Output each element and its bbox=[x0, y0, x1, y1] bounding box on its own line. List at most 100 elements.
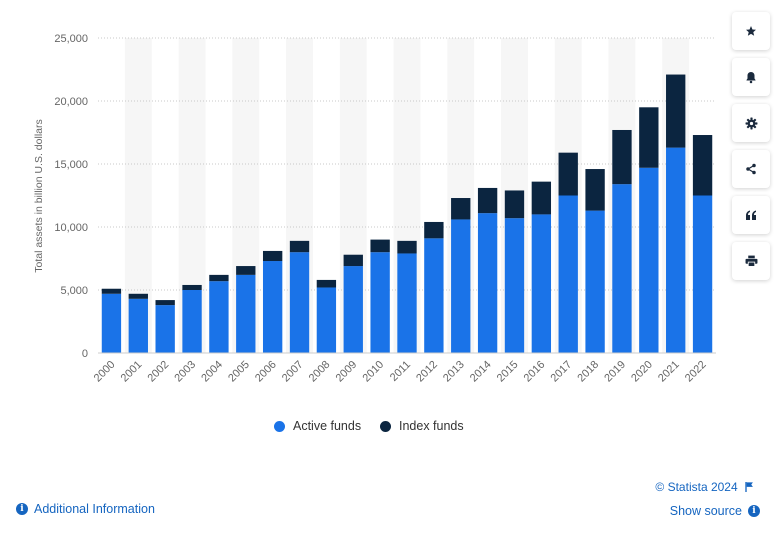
bar-index-funds-2002[interactable] bbox=[155, 300, 175, 306]
x-tick-label: 2021 bbox=[656, 359, 682, 385]
x-tick-label: 2006 bbox=[253, 359, 279, 385]
print-icon bbox=[745, 255, 757, 267]
additional-information-label: Additional Information bbox=[34, 502, 155, 516]
show-source-label: Show source bbox=[669, 504, 742, 518]
y-tick-label: 5,000 bbox=[60, 285, 88, 297]
bar-index-funds-2007[interactable] bbox=[289, 240, 310, 253]
y-tick-label: 10,000 bbox=[54, 222, 88, 234]
chart-toolbar bbox=[732, 12, 770, 288]
bar-active-funds-2001[interactable] bbox=[128, 298, 148, 353]
x-tick-label: 2012 bbox=[414, 359, 440, 385]
bar-index-funds-2018[interactable] bbox=[585, 169, 605, 211]
x-tick-label: 2018 bbox=[575, 359, 601, 385]
legend: Active funds Index funds bbox=[0, 419, 776, 437]
bar-active-funds-2011[interactable] bbox=[397, 253, 417, 353]
bar-active-funds-2014[interactable] bbox=[477, 213, 498, 353]
bar-index-funds-2013[interactable] bbox=[451, 198, 471, 220]
x-axis-tick-labels: 2000 2001 2002 2003 2004 2005 2006 2007 2008 2009… bbox=[92, 359, 709, 385]
x-tick-label: 2019 bbox=[602, 359, 628, 385]
bar-active-funds-2021[interactable] bbox=[666, 147, 686, 353]
bar-index-funds-2016[interactable] bbox=[531, 181, 552, 215]
notification-button[interactable] bbox=[732, 58, 770, 96]
bar-index-funds-2006[interactable] bbox=[262, 250, 283, 262]
bar-active-funds-2018[interactable] bbox=[585, 210, 605, 353]
bar-index-funds-2008[interactable] bbox=[316, 279, 337, 288]
bar-index-funds-2000[interactable] bbox=[101, 288, 122, 294]
additional-information-link[interactable]: i Additional Information bbox=[16, 502, 155, 516]
y-axis-title: Total assets in billion U.S. dollars bbox=[33, 119, 45, 273]
x-tick-label: 2005 bbox=[226, 359, 252, 385]
x-tick-label: 2013 bbox=[441, 359, 467, 385]
bar-index-funds-2022[interactable] bbox=[692, 135, 713, 196]
x-tick-label: 2000 bbox=[92, 359, 118, 385]
legend-item-index-funds[interactable]: Index funds bbox=[380, 419, 464, 433]
bar-active-funds-2003[interactable] bbox=[182, 290, 202, 353]
show-source-link[interactable]: Show source i bbox=[670, 504, 760, 518]
bar-index-funds-2011[interactable] bbox=[397, 240, 417, 254]
bar-active-funds-2006[interactable] bbox=[262, 261, 283, 353]
bar-index-funds-2003[interactable] bbox=[182, 284, 202, 290]
bar-active-funds-2016[interactable] bbox=[531, 214, 552, 353]
x-tick-label: 2020 bbox=[629, 359, 655, 385]
x-tick-label: 2014 bbox=[468, 359, 494, 385]
bar-active-funds-2015[interactable] bbox=[504, 218, 525, 353]
bar-active-funds-2008[interactable] bbox=[316, 287, 337, 353]
bar-index-funds-2010[interactable] bbox=[370, 239, 390, 253]
bars bbox=[101, 74, 713, 354]
bar-index-funds-2005[interactable] bbox=[236, 266, 256, 275]
cite-button[interactable] bbox=[732, 196, 770, 234]
bell-icon bbox=[746, 71, 756, 83]
bar-active-funds-2002[interactable] bbox=[155, 305, 175, 353]
bar-active-funds-2004[interactable] bbox=[209, 281, 229, 353]
bar-index-funds-2021[interactable] bbox=[666, 74, 686, 148]
bar-active-funds-2019[interactable] bbox=[612, 184, 632, 353]
x-tick-label: 2010 bbox=[360, 359, 386, 385]
x-tick-label: 2022 bbox=[683, 359, 709, 385]
quote-icon bbox=[746, 210, 756, 220]
bar-index-funds-2009[interactable] bbox=[343, 254, 363, 267]
x-tick-label: 2007 bbox=[280, 359, 306, 385]
bar-index-funds-2001[interactable] bbox=[128, 293, 148, 299]
y-tick-label: 15,000 bbox=[54, 159, 88, 171]
bar-active-funds-2013[interactable] bbox=[451, 219, 471, 353]
statista-credit[interactable]: © Statista 2024 bbox=[655, 480, 754, 494]
share-button[interactable] bbox=[732, 150, 770, 188]
bar-active-funds-2020[interactable] bbox=[639, 167, 659, 353]
bar-active-funds-2005[interactable] bbox=[236, 274, 256, 353]
bar-index-funds-2019[interactable] bbox=[612, 129, 632, 185]
y-axis-tick-labels: 0 5,000 10,000 15,000 20,000 25,000 bbox=[54, 33, 88, 360]
bar-index-funds-2012[interactable] bbox=[424, 221, 444, 239]
bar-active-funds-2000[interactable] bbox=[101, 293, 122, 353]
bar-index-funds-2017[interactable] bbox=[558, 152, 578, 196]
flag-icon bbox=[745, 482, 753, 492]
bar-active-funds-2022[interactable] bbox=[692, 195, 713, 354]
x-tick-label: 2015 bbox=[495, 359, 521, 385]
x-tick-label: 2004 bbox=[199, 359, 225, 385]
x-tick-label: 2002 bbox=[145, 359, 171, 385]
bar-active-funds-2010[interactable] bbox=[370, 252, 390, 353]
settings-button[interactable] bbox=[732, 104, 770, 142]
bar-active-funds-2009[interactable] bbox=[343, 266, 363, 353]
print-button[interactable] bbox=[732, 242, 770, 280]
gear-icon bbox=[745, 117, 757, 129]
bar-index-funds-2020[interactable] bbox=[639, 107, 659, 168]
x-tick-label: 2003 bbox=[172, 359, 198, 385]
bar-active-funds-2007[interactable] bbox=[289, 252, 310, 353]
favorite-button[interactable] bbox=[732, 12, 770, 50]
legend-swatch-index-funds bbox=[380, 420, 391, 432]
x-tick-label: 2001 bbox=[119, 359, 145, 385]
info-icon: i bbox=[16, 503, 28, 515]
y-tick-label: 0 bbox=[82, 348, 88, 360]
bar-active-funds-2012[interactable] bbox=[424, 238, 444, 353]
x-tick-label: 2008 bbox=[307, 359, 333, 385]
credit-text: © Statista 2024 bbox=[655, 480, 738, 494]
y-tick-label: 20,000 bbox=[54, 96, 88, 108]
legend-item-active-funds[interactable]: Active funds bbox=[274, 419, 361, 433]
bar-index-funds-2014[interactable] bbox=[477, 187, 498, 214]
bar-active-funds-2017[interactable] bbox=[558, 195, 578, 354]
legend-label-active-funds: Active funds bbox=[293, 419, 362, 433]
bar-index-funds-2015[interactable] bbox=[504, 190, 525, 219]
bar-index-funds-2004[interactable] bbox=[209, 274, 229, 282]
star-icon bbox=[746, 26, 756, 36]
